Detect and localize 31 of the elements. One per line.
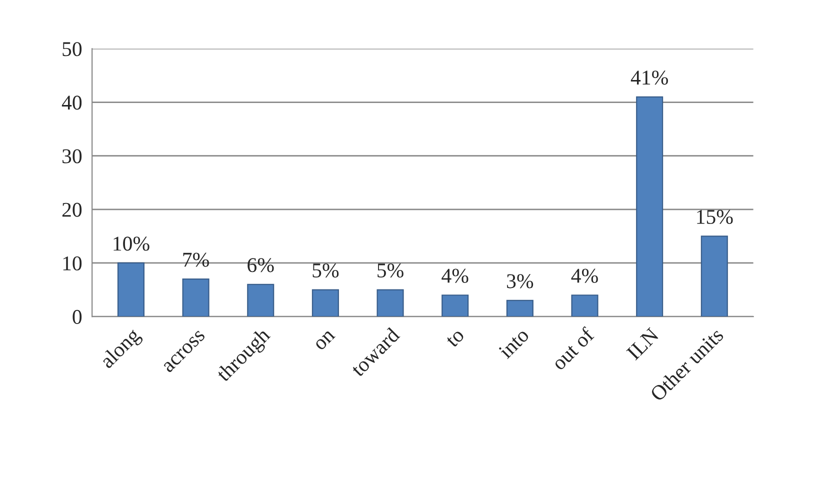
y-tick-label: 0	[72, 310, 82, 324]
y-tick-label: 20	[62, 202, 82, 217]
data-label: 5%	[378, 263, 404, 278]
data-label: 4%	[571, 268, 598, 283]
bar	[247, 284, 274, 317]
bar	[636, 96, 664, 317]
bar	[700, 236, 728, 317]
bar	[182, 278, 210, 317]
y-tick-label: 40	[62, 96, 82, 110]
data-label: 6%	[248, 258, 274, 272]
y-tick-label: 50	[62, 42, 82, 56]
x-tick-label: out of	[550, 326, 596, 371]
bar	[571, 294, 598, 317]
y-tick-label: 10	[63, 256, 82, 270]
data-label: 41%	[630, 70, 668, 85]
data-label: 15%	[697, 210, 733, 224]
x-tick-label: ILN	[626, 327, 660, 361]
data-label: 7%	[183, 252, 209, 267]
data-label: 3%	[507, 274, 534, 288]
x-tick-label: into	[498, 327, 530, 360]
x-tick-label: to	[446, 328, 465, 348]
y-tick-label: 30	[62, 149, 82, 164]
data-label: 10%	[114, 236, 150, 251]
data-label: 5%	[312, 263, 339, 278]
data-label: 4%	[442, 268, 468, 283]
bar	[442, 294, 469, 317]
bar	[506, 300, 534, 317]
bar	[312, 289, 339, 317]
x-tick-label: on	[314, 330, 336, 351]
bar	[376, 289, 404, 317]
bar	[117, 262, 144, 317]
